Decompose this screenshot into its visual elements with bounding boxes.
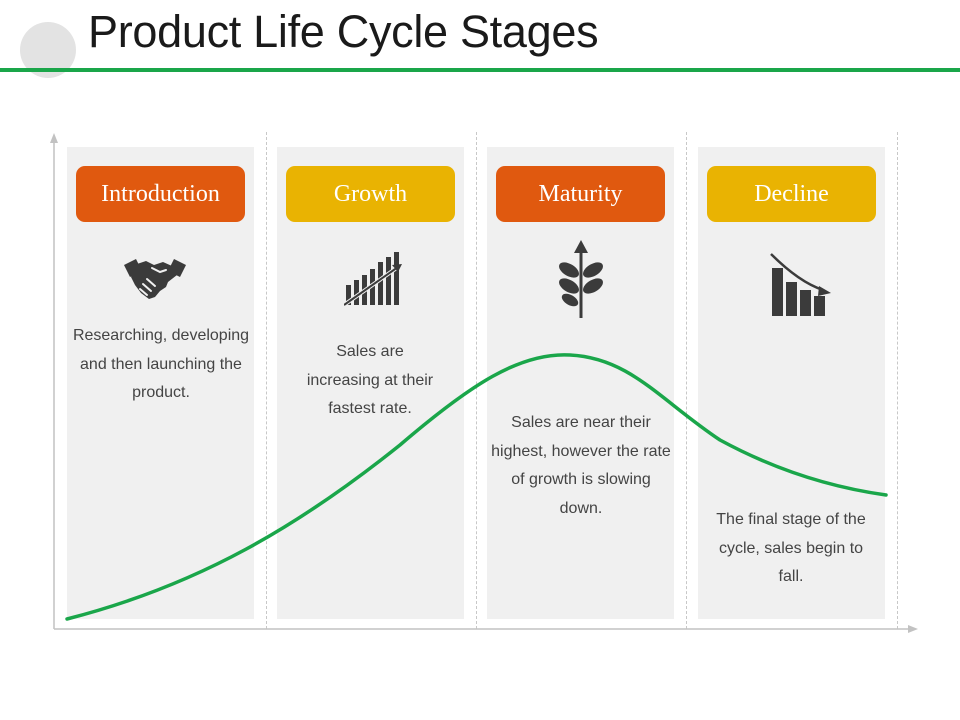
description-line: cycle, sales begin to: [718, 539, 864, 557]
x-axis-arrow: [908, 625, 918, 633]
description-line: product.: [132, 384, 190, 401]
growth-bar-chart-icon: [344, 252, 402, 307]
y-axis-arrow: [50, 133, 58, 143]
description-line: fastest rate.: [328, 400, 412, 417]
title-underline: [0, 68, 960, 72]
description-line: increasing at their: [306, 371, 434, 389]
description-line: Sales are near their: [511, 414, 651, 431]
plant-arrow-icon: [559, 240, 603, 318]
description-line: down.: [559, 499, 603, 517]
stage-label-introduction: Introduction: [76, 166, 245, 222]
stage-label-maturity: Maturity: [496, 166, 665, 222]
stage-description-decline: The final stage of the cycle, sales begi…: [700, 506, 882, 592]
description-line: highest, however the rate: [491, 442, 671, 460]
decline-bar-chart-icon: [770, 253, 831, 316]
description-line: The final stage of the: [716, 511, 866, 528]
stage-label-growth: Growth: [286, 166, 455, 222]
description-line: fall.: [778, 568, 804, 585]
description-line: Researching, developing: [72, 327, 250, 344]
stage-description-introduction: Researching, developing and then launchi…: [68, 322, 254, 408]
handshake-icon: [124, 259, 186, 299]
stage-divider: [897, 132, 898, 629]
stage-label-decline: Decline: [707, 166, 876, 222]
stage-description-maturity: Sales are near their highest, however th…: [488, 409, 674, 523]
stage-description-growth: Sales are increasing at their fastest ra…: [278, 338, 462, 424]
description-line: and then launching the: [80, 355, 242, 373]
page-title: Product Life Cycle Stages: [88, 6, 599, 57]
description-line: Sales are: [336, 343, 404, 360]
description-line: of growth is slowing: [511, 471, 651, 488]
